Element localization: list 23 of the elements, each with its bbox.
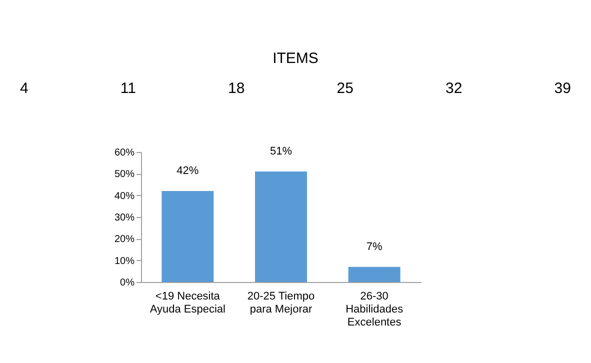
text: 11 bbox=[120, 80, 136, 97]
x-tick-label: <19 Necesita Ayuda Especial bbox=[150, 290, 226, 316]
bar bbox=[348, 266, 400, 282]
chart-title: ITEMS bbox=[272, 50, 320, 67]
text: 39 bbox=[554, 80, 571, 97]
bar bbox=[162, 191, 214, 282]
text: 25 bbox=[336, 80, 354, 97]
x-tick-label: 26-30 Habilidades Excelentes bbox=[346, 290, 404, 328]
y-tick-label: 60% bbox=[114, 148, 135, 158]
bar bbox=[255, 172, 307, 282]
y-tick-label: 20% bbox=[114, 234, 135, 246]
text: 18 bbox=[228, 80, 245, 97]
y-tick-label: 30% bbox=[114, 212, 135, 224]
x-tick-label: 20-25 Tiempo para Mejorar bbox=[247, 290, 315, 316]
y-tick-label: 10% bbox=[114, 256, 135, 267]
data-label: 51% bbox=[270, 146, 292, 158]
data-label: 42% bbox=[176, 165, 199, 177]
data-label: 7% bbox=[366, 240, 382, 253]
text: 4 bbox=[20, 80, 28, 97]
y-tick-label: 50% bbox=[114, 169, 135, 180]
y-tick-label: 40% bbox=[114, 190, 135, 202]
text: 32 bbox=[446, 80, 462, 97]
y-tick-label: 0% bbox=[120, 278, 135, 288]
